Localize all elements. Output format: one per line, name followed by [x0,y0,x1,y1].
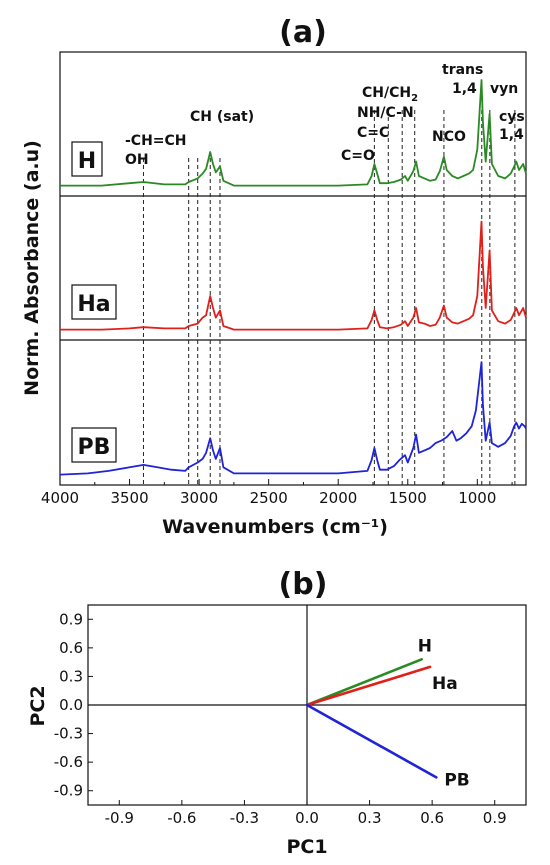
peak-label-1: OH [125,152,149,168]
dashed-reference-lines [142,110,516,485]
spectrum-ha [60,220,527,331]
sample-box-labels: H Ha PB [71,141,117,463]
pc2-tick-label: 0.6 [59,639,83,657]
peak-label-3: C=O [341,148,375,164]
pc1-tick-label: 0.6 [420,809,444,827]
peak-label-6: C=C [357,125,389,141]
pca-ticks: -0.9 -0.9 -0.6 -0.6 -0.3 -0.3 0.0 0.0 0.3 0.3 0.6 0… [54,610,507,827]
vector-pb [305,703,438,779]
peak-label-12: 1,4 [499,127,524,143]
peak-label-9: 1,4 [452,81,477,97]
x-tick-label: 1000 [458,489,496,507]
panel-b-xlabel: PC1 [286,836,327,858]
pc2-tick-label: 0.3 [59,667,83,685]
panel-a-title: (a) [279,15,327,50]
pc1-tick-label: 0.3 [358,809,382,827]
pc1-tick-label: -0.9 [105,809,134,827]
peak-label-2: CH (sat) [190,109,254,125]
x-tick-label: 2000 [319,489,357,507]
box-label-pb: PB [78,435,111,460]
box-label-frame-h [71,141,103,177]
peak-label-7: NCO [432,129,466,145]
x-tick-label: 3500 [110,489,148,507]
peak-label-4: CH/CH2 [362,85,418,104]
x-axis-ticks: 4000 3500 3000 2500 2000 1500 1000 [41,479,513,507]
peak-label-5: NH/C-N [357,105,414,121]
spectra-curves [59,79,527,476]
peak-label-11: cys [499,109,525,125]
vector-h [305,657,424,707]
x-tick-label: 1500 [389,489,427,507]
panel-a-frame [59,51,527,486]
pca-loading-vectors: HHa PB [305,636,470,790]
pc2-tick-label: 0.9 [59,610,83,628]
x-tick-label: 2500 [250,489,288,507]
peak-label-0: -CH=CH [125,133,187,149]
vector-label-ha: Ha [432,674,458,694]
panel-b: (b) -0.9 -0.9 -0.6 -0.6 -0.3 -0.3 0.0 0.0 0.3 0.3… [27,567,527,858]
peak-label-8: trans [442,62,483,78]
box-label-ha: Ha [77,292,110,317]
panel-b-title: (b) [279,567,328,602]
pc1-tick-label: 0.0 [295,809,319,827]
vector-label-h: H [418,636,432,656]
peak-label-10: vyn [490,81,518,97]
panel-b-ylabel: PC2 [27,685,49,726]
spectrum-h [60,79,527,187]
pc2-tick-label: -0.9 [54,782,83,800]
panel-a: (a) 4000 3500 3000 2500 2000 1500 1000 -CH=CH O… [21,15,527,538]
vector-label-pb: PB [444,770,469,790]
vector-ha [305,665,432,707]
box-label-frame-pb [71,427,117,463]
spectrum-pb [59,361,527,476]
pc2-tick-label: 0.0 [59,696,83,714]
panel-a-ylabel: Norm. Absorbance (a.u) [21,140,43,396]
box-label-frame-ha [71,284,117,320]
box-label-h: H [78,149,96,174]
pc1-tick-label: 0.9 [483,809,507,827]
pc1-tick-label: -0.6 [167,809,196,827]
panel-a-xlabel: Wavenumbers (cm⁻¹) [162,516,388,538]
pc2-tick-label: -0.6 [54,753,83,771]
pc2-tick-label: -0.3 [54,725,83,743]
pc1-tick-label: -0.3 [230,809,259,827]
x-tick-label: 3000 [180,489,218,507]
x-tick-label: 4000 [41,489,79,507]
